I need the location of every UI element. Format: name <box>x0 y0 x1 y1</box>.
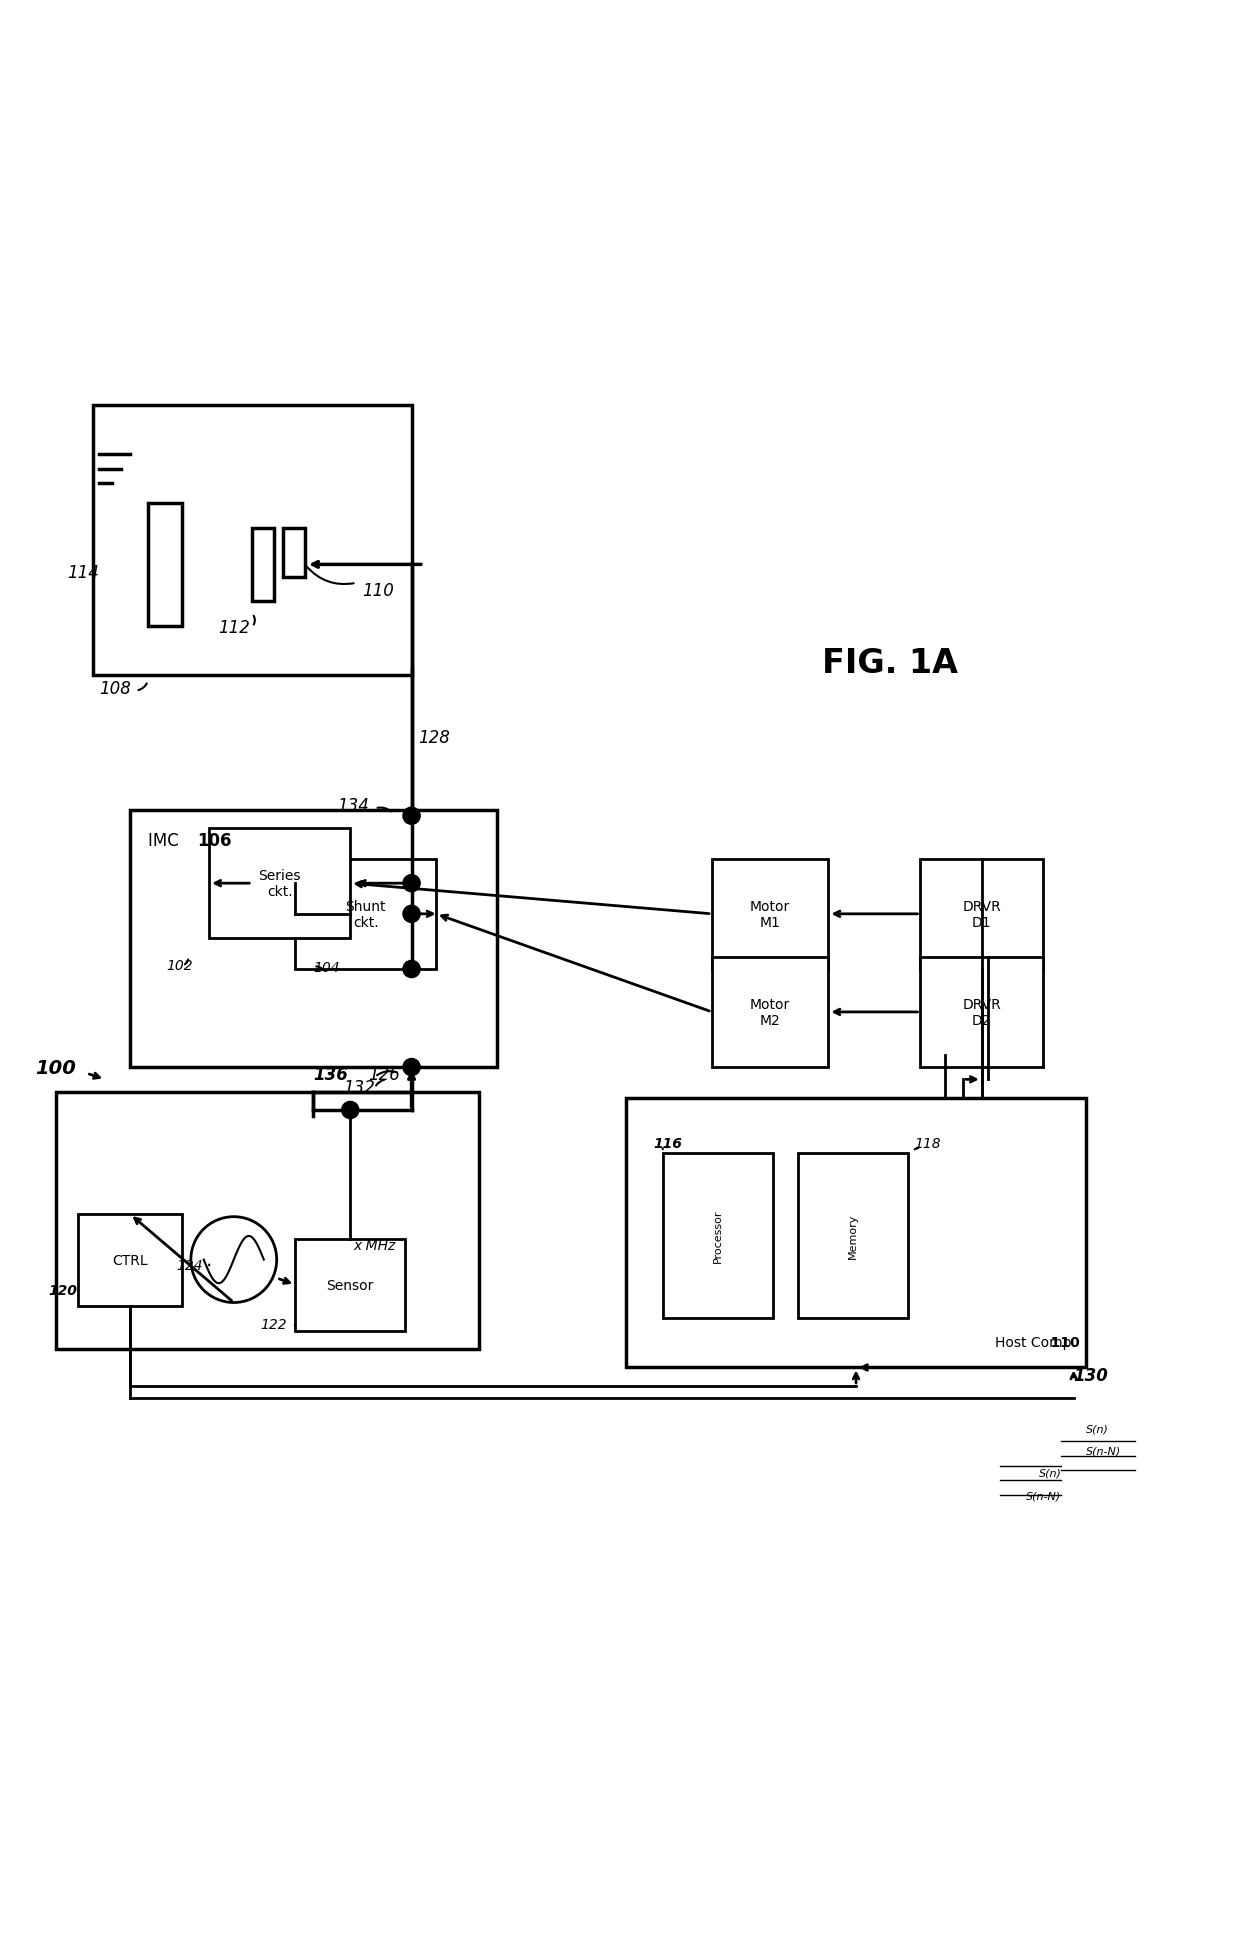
FancyBboxPatch shape <box>56 1092 479 1350</box>
FancyBboxPatch shape <box>210 828 350 938</box>
FancyBboxPatch shape <box>129 811 497 1068</box>
Text: S(n): S(n) <box>1086 1423 1109 1435</box>
FancyBboxPatch shape <box>712 958 828 1068</box>
Text: Motor
M2: Motor M2 <box>750 997 790 1028</box>
FancyBboxPatch shape <box>920 859 1043 970</box>
Text: Shunt
ckt.: Shunt ckt. <box>345 900 386 929</box>
Text: 116: 116 <box>653 1136 682 1150</box>
Text: Motor
M1: Motor M1 <box>750 900 790 929</box>
Text: 122: 122 <box>260 1319 286 1332</box>
FancyBboxPatch shape <box>295 859 436 970</box>
Text: 114: 114 <box>67 564 99 582</box>
Text: IMC: IMC <box>148 832 184 849</box>
FancyBboxPatch shape <box>797 1154 908 1319</box>
FancyBboxPatch shape <box>78 1214 182 1307</box>
Text: 126: 126 <box>368 1066 401 1084</box>
Text: Memory: Memory <box>848 1214 858 1258</box>
Text: 108: 108 <box>99 681 130 698</box>
Text: DRVR
D2: DRVR D2 <box>962 997 1001 1028</box>
Text: 132: 132 <box>343 1078 374 1096</box>
FancyBboxPatch shape <box>712 859 828 970</box>
Circle shape <box>403 906 420 923</box>
Text: 102: 102 <box>166 958 193 973</box>
Text: S(n-N): S(n-N) <box>1086 1446 1121 1456</box>
Text: 136: 136 <box>314 1066 348 1084</box>
Text: S(n-N): S(n-N) <box>1027 1491 1061 1501</box>
Text: 110: 110 <box>362 582 394 599</box>
Text: S(n): S(n) <box>1039 1468 1061 1478</box>
Circle shape <box>342 1101 358 1119</box>
Text: 134: 134 <box>337 797 368 814</box>
Text: x MHz: x MHz <box>353 1239 396 1253</box>
Text: Series
ckt.: Series ckt. <box>258 869 301 900</box>
Text: 124: 124 <box>176 1258 203 1272</box>
Text: 106: 106 <box>197 832 232 849</box>
Text: CTRL: CTRL <box>113 1253 148 1268</box>
Text: Processor: Processor <box>713 1210 723 1262</box>
FancyBboxPatch shape <box>920 958 1043 1068</box>
Circle shape <box>403 962 420 977</box>
FancyBboxPatch shape <box>252 527 274 601</box>
FancyBboxPatch shape <box>626 1097 1086 1367</box>
FancyBboxPatch shape <box>283 527 305 578</box>
Text: Sensor: Sensor <box>326 1278 374 1291</box>
Text: DRVR
D1: DRVR D1 <box>962 900 1001 929</box>
FancyBboxPatch shape <box>148 504 182 626</box>
FancyBboxPatch shape <box>663 1154 774 1319</box>
Text: 118: 118 <box>914 1136 941 1150</box>
Text: 128: 128 <box>418 729 450 747</box>
FancyBboxPatch shape <box>93 405 412 675</box>
Text: 120: 120 <box>48 1284 77 1297</box>
Text: 112: 112 <box>218 619 249 636</box>
Text: 104: 104 <box>314 962 340 975</box>
Text: 110: 110 <box>997 1336 1080 1350</box>
Text: Host Comp.: Host Comp. <box>994 1336 1080 1350</box>
Text: 130: 130 <box>1074 1367 1109 1384</box>
Text: FIG. 1A: FIG. 1A <box>822 646 957 681</box>
Circle shape <box>403 809 420 824</box>
Text: 100: 100 <box>36 1059 77 1076</box>
Circle shape <box>403 1059 420 1076</box>
FancyBboxPatch shape <box>295 1239 405 1330</box>
Circle shape <box>403 874 420 892</box>
